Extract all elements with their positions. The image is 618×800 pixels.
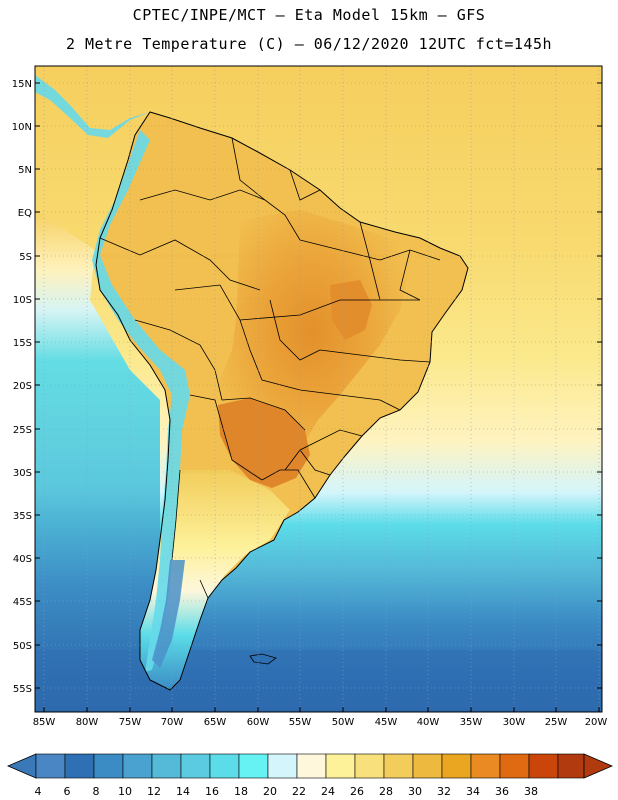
colorbar-swatch bbox=[93, 753, 124, 779]
colorbar-label: 12 bbox=[147, 785, 161, 798]
colorbar-swatch bbox=[325, 753, 356, 779]
lat-label: 25S bbox=[13, 425, 32, 436]
colorbar-swatch bbox=[470, 753, 501, 779]
colorbar-swatch bbox=[499, 753, 530, 779]
colorbar-label: 4 bbox=[35, 785, 42, 798]
colorbar-swatch bbox=[151, 753, 182, 779]
lat-label: 35S bbox=[13, 511, 32, 522]
colorbar-swatch bbox=[35, 753, 66, 779]
colorbar-label: 32 bbox=[437, 785, 451, 798]
central-america-landmass bbox=[35, 75, 150, 138]
lon-label: 75W bbox=[119, 717, 142, 728]
lat-label: 15N bbox=[12, 79, 32, 90]
colorbar-swatch bbox=[354, 753, 385, 779]
coastline bbox=[95, 111, 469, 691]
lon-label: 35W bbox=[460, 717, 483, 728]
colorbar-label: 30 bbox=[408, 785, 422, 798]
lon-label: 65W bbox=[204, 717, 227, 728]
country-borders bbox=[99, 137, 441, 599]
colorbar-label: 34 bbox=[466, 785, 480, 798]
colorbar-swatch bbox=[64, 753, 95, 779]
colorbar-left-arrow bbox=[6, 753, 37, 779]
lat-label: 50S bbox=[13, 641, 32, 652]
colorbar-label: 26 bbox=[350, 785, 364, 798]
lat-lon-grid bbox=[35, 66, 602, 712]
lon-label: 70W bbox=[161, 717, 184, 728]
lat-label: 10S bbox=[13, 295, 32, 306]
latitude-labels: 15N 10N 5N EQ 5S 10S 15S 20S 25S 30S 35S… bbox=[12, 79, 32, 695]
lon-label: 40W bbox=[417, 717, 440, 728]
colorbar-swatch bbox=[557, 753, 585, 779]
colorbar-swatch bbox=[528, 753, 559, 779]
colorbar-labels: 4 6 8 10 12 14 16 18 20 22 24 26 28 30 3… bbox=[35, 785, 539, 798]
lat-label: 5N bbox=[18, 165, 32, 176]
colorbar: 4 6 8 10 12 14 16 18 20 22 24 26 28 30 3… bbox=[6, 753, 614, 798]
lon-label: 45W bbox=[375, 717, 398, 728]
colorbar-label: 22 bbox=[292, 785, 306, 798]
southern-cone-field bbox=[140, 470, 290, 690]
colorbar-swatch bbox=[238, 753, 269, 779]
lat-label: 30S bbox=[13, 468, 32, 479]
colorbar-label: 6 bbox=[64, 785, 71, 798]
colorbar-swatch bbox=[296, 753, 327, 779]
colorbar-label: 20 bbox=[263, 785, 277, 798]
falkland-islands bbox=[249, 653, 277, 665]
colorbar-swatch bbox=[209, 753, 240, 779]
colorbar-label: 18 bbox=[234, 785, 248, 798]
colorbar-swatch bbox=[412, 753, 443, 779]
lat-label: 5S bbox=[19, 252, 32, 263]
longitude-axis bbox=[43, 707, 600, 712]
colorbar-label: 16 bbox=[205, 785, 219, 798]
longitude-labels: 85W 80W 75W 70W 65W 60W 55W 50W 45W 40W … bbox=[33, 717, 608, 728]
lat-label: 40S bbox=[13, 554, 32, 565]
hottest-core-region bbox=[218, 398, 310, 488]
hot-spot-central-brazil bbox=[330, 280, 372, 340]
southern-ocean-field bbox=[35, 650, 602, 712]
colorbar-label: 36 bbox=[495, 785, 509, 798]
colorbar-label: 38 bbox=[524, 785, 538, 798]
lon-label: 55W bbox=[289, 717, 312, 728]
colorbar-swatch bbox=[383, 753, 414, 779]
lon-label: 25W bbox=[545, 717, 568, 728]
colorbar-swatch bbox=[267, 753, 298, 779]
colorbar-swatch bbox=[122, 753, 153, 779]
colorbar-label: 10 bbox=[118, 785, 132, 798]
lat-label: 45S bbox=[13, 597, 32, 608]
lon-label: 80W bbox=[76, 717, 99, 728]
andes-coldest-peaks bbox=[152, 560, 185, 668]
colorbar-swatch bbox=[441, 753, 472, 779]
lat-label: 20S bbox=[13, 381, 32, 392]
colorbar-boxes bbox=[35, 753, 585, 779]
plot-frame bbox=[34, 65, 603, 713]
lat-label: 55S bbox=[13, 684, 32, 695]
map-title-line1: CPTEC/INPE/MCT – Eta Model 15km – GFS bbox=[132, 6, 486, 24]
lon-label: 60W bbox=[247, 717, 270, 728]
lon-label: 50W bbox=[332, 717, 355, 728]
andes-cold-spine bbox=[92, 130, 190, 672]
colorbar-label: 24 bbox=[321, 785, 335, 798]
lat-label: 15S bbox=[13, 338, 32, 349]
lon-label: 85W bbox=[33, 717, 56, 728]
plot-area bbox=[35, 66, 602, 712]
colorbar-label: 28 bbox=[379, 785, 393, 798]
colorbar-swatch bbox=[180, 753, 211, 779]
map-title-line2: 2 Metre Temperature (C) – 06/12/2020 12U… bbox=[65, 35, 553, 53]
colorbar-label: 14 bbox=[176, 785, 190, 798]
lat-label: EQ bbox=[18, 208, 32, 219]
lat-label: 10N bbox=[12, 122, 32, 133]
lon-label: 30W bbox=[503, 717, 526, 728]
latitude-axis bbox=[35, 82, 602, 689]
pacific-ocean-field bbox=[35, 210, 160, 712]
lon-label: 20W bbox=[585, 717, 608, 728]
colorbar-right-arrow bbox=[583, 753, 614, 779]
colorbar-label: 8 bbox=[93, 785, 100, 798]
